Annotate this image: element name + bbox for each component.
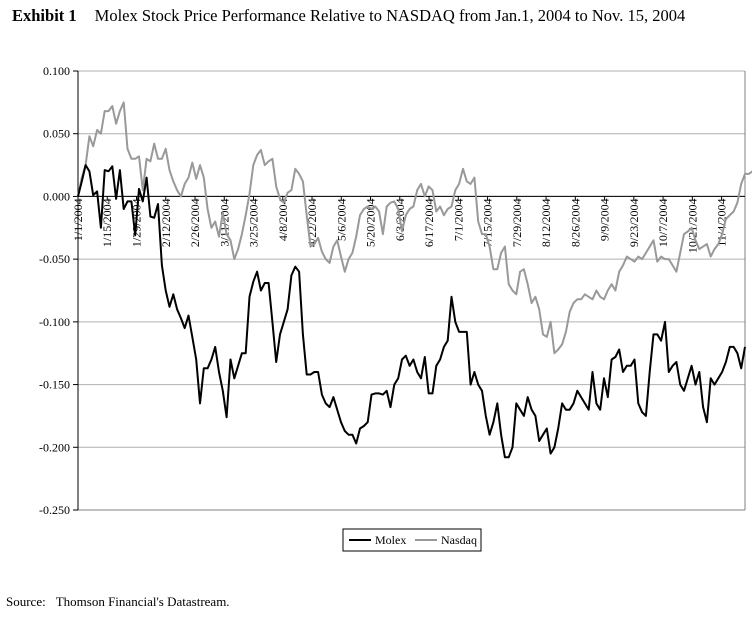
x-tick-label: 9/9/2004 [598, 198, 612, 241]
source-note: Source: Thomson Financial's Datastream. [6, 594, 230, 610]
y-tick-label: -0.150 [39, 378, 70, 392]
exhibit-header: Exhibit 1 Molex Stock Price Performance R… [12, 6, 685, 26]
series-line-molex [77, 164, 746, 459]
legend-label-molex: Molex [375, 533, 406, 547]
y-tick-label: -0.200 [39, 440, 70, 454]
x-tick-label: 5/6/2004 [334, 198, 348, 241]
chart-title: Molex Stock Price Performance Relative t… [94, 6, 686, 25]
x-tick-label: 2/26/2004 [188, 198, 202, 247]
x-tick-label: 7/29/2004 [510, 198, 524, 247]
y-tick-label: -0.050 [39, 252, 70, 266]
x-tick-label: 1/1/2004 [71, 198, 85, 241]
x-tick-label: 6/17/2004 [422, 198, 436, 247]
x-tick-label: 3/25/2004 [247, 198, 261, 247]
y-tick-label: 0.050 [43, 127, 70, 141]
x-tick-label: 10/7/2004 [656, 198, 670, 247]
series-line-nasdaq [77, 101, 752, 355]
legend-label-nasdaq: Nasdaq [441, 533, 477, 547]
x-tick-label: 8/12/2004 [539, 198, 553, 247]
y-tick-label: 0.000 [43, 189, 70, 203]
x-tick-label: 1/15/2004 [100, 198, 114, 247]
y-tick-label: -0.250 [39, 503, 70, 517]
y-tick-label: 0.100 [43, 64, 70, 78]
x-tick-label: 2/12/2004 [159, 198, 173, 247]
legend-box [342, 528, 482, 552]
y-tick-label: -0.100 [39, 315, 70, 329]
exhibit-label: Exhibit 1 [12, 6, 77, 25]
x-tick-label: 4/8/2004 [276, 198, 290, 241]
x-tick-label: 8/26/2004 [568, 198, 582, 247]
source-text: Thomson Financial's Datastream. [55, 594, 230, 609]
x-tick-label: 9/23/2004 [627, 198, 641, 247]
x-tick-label: 7/1/2004 [451, 198, 465, 241]
x-tick-label: 11/4/2004 [715, 198, 729, 246]
x-tick-label: 5/20/2004 [364, 198, 378, 247]
source-label: Source: [6, 594, 46, 609]
